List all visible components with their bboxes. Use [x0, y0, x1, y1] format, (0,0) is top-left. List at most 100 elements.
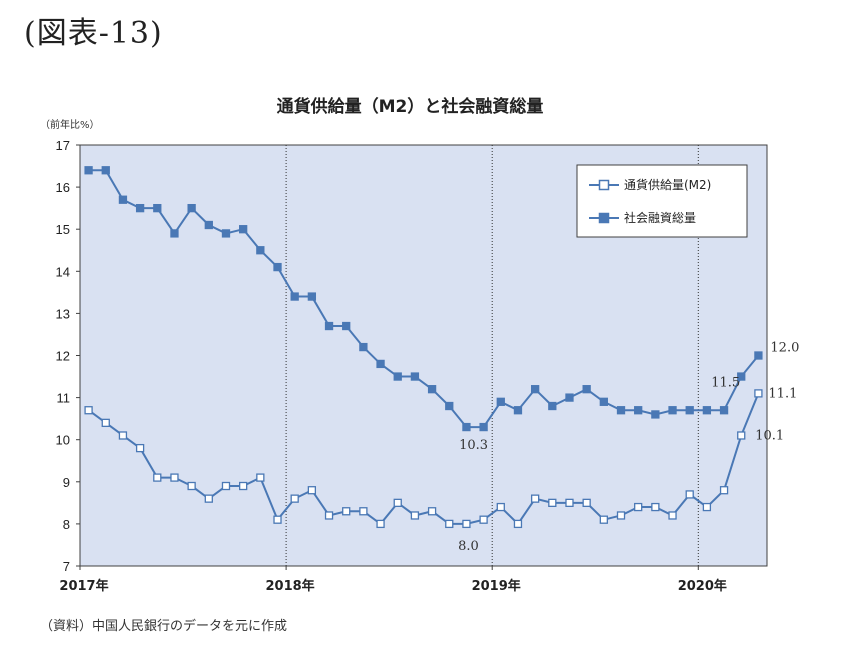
- year-divider-lines: [285, 145, 699, 566]
- data-point: [307, 486, 317, 495]
- data-point: [668, 511, 677, 520]
- y-tick-label: 10: [56, 433, 70, 448]
- data-point: [530, 494, 540, 503]
- data-point: [634, 406, 643, 415]
- data-point: [530, 385, 540, 394]
- data-point: [719, 406, 729, 415]
- y-tick-label: 14: [56, 264, 70, 279]
- y-tick-label: 11: [57, 391, 71, 406]
- y-tick-label: 13: [56, 306, 70, 321]
- data-point: [754, 351, 763, 360]
- data-point: [496, 397, 505, 406]
- legend: 通貨供給量(M2) 社会融資総量: [576, 164, 748, 238]
- y-axis-unit-label: （前年比%）: [40, 118, 100, 131]
- x-tick-label: 2020年: [678, 578, 727, 594]
- data-point: [204, 494, 213, 503]
- x-tick-label: 2017年: [59, 578, 108, 594]
- y-tick-label: 9: [63, 475, 70, 490]
- data-point: [651, 502, 660, 512]
- data-point: [376, 519, 385, 529]
- data-label: 10.1: [755, 428, 784, 443]
- data-point: [410, 372, 420, 381]
- x-tick-label: 2018年: [266, 578, 315, 594]
- data-point: [737, 372, 746, 381]
- data-point: [239, 481, 248, 491]
- data-point: [221, 481, 231, 491]
- data-point: [513, 519, 523, 529]
- data-point: [548, 401, 557, 411]
- legend-label-tsf: 社会融資総量: [624, 210, 696, 225]
- data-point: [462, 519, 471, 529]
- data-point: [342, 321, 351, 331]
- data-point: [599, 515, 608, 524]
- figure-label: (図表-13): [24, 16, 163, 51]
- data-point: [462, 422, 471, 432]
- data-point: [427, 507, 437, 516]
- data-point: [702, 406, 712, 415]
- data-point: [445, 519, 454, 529]
- data-label: 8.0: [458, 539, 479, 554]
- data-point: [187, 203, 196, 213]
- legend-marker-tsf: [598, 212, 610, 224]
- data-point: [153, 203, 162, 213]
- series-1: [84, 166, 763, 432]
- data-point: [273, 515, 282, 524]
- data-point: [582, 385, 591, 394]
- data-point: [101, 418, 110, 428]
- data-point: [239, 225, 248, 234]
- data-point: [187, 481, 196, 491]
- data-point: [754, 389, 763, 398]
- source-note: （資料）中国人民銀行のデータを元に作成: [40, 619, 288, 634]
- series-line: [88, 169, 760, 429]
- data-point: [118, 431, 128, 440]
- data-point: [84, 166, 93, 175]
- data-point: [479, 422, 488, 432]
- x-axis-ticks: 2017年 2018年 2019年 2020年: [59, 566, 727, 594]
- y-tick-label: 16: [56, 180, 70, 195]
- data-label: 10.3: [459, 438, 488, 453]
- data-point: [376, 359, 385, 369]
- series-lines: [84, 166, 763, 529]
- data-point: [548, 498, 557, 508]
- chart-title: 通貨供給量（M2）と社会融資総量: [277, 96, 544, 117]
- data-point: [359, 342, 368, 352]
- data-point: [273, 262, 282, 272]
- data-point: [599, 397, 608, 406]
- data-point: [135, 443, 145, 453]
- data-point: [719, 486, 729, 495]
- data-point: [685, 406, 694, 415]
- data-point: [565, 498, 574, 508]
- data-point: [342, 507, 351, 516]
- data-point: [290, 292, 299, 301]
- data-point: [410, 511, 420, 520]
- data-point: [668, 406, 677, 415]
- legend-marker-m2: [598, 179, 610, 191]
- y-tick-label: 12: [56, 349, 70, 364]
- data-point: [84, 406, 93, 415]
- data-label: 11.5: [711, 376, 740, 391]
- data-point: [737, 431, 746, 440]
- data-point: [427, 385, 437, 394]
- data-point: [118, 195, 128, 204]
- data-point: [324, 321, 334, 331]
- data-point: [135, 203, 145, 213]
- data-point: [359, 507, 368, 516]
- y-tick-label: 17: [56, 138, 70, 153]
- data-point: [170, 473, 179, 482]
- data-point: [634, 502, 643, 512]
- data-point: [324, 511, 334, 520]
- data-point: [616, 511, 626, 520]
- y-axis-ticks: 7 8 9 10 11 12 13 14 15 16 17: [56, 138, 80, 574]
- x-tick-label: 2019年: [472, 578, 521, 594]
- data-point: [513, 406, 523, 415]
- data-point: [393, 498, 402, 508]
- data-label: 12.0: [770, 341, 799, 356]
- y-tick-label: 15: [56, 222, 70, 237]
- data-point: [101, 166, 110, 175]
- data-point: [479, 515, 488, 524]
- data-point: [204, 220, 213, 230]
- data-point: [256, 473, 265, 482]
- data-point: [651, 410, 660, 419]
- data-point: [702, 502, 712, 512]
